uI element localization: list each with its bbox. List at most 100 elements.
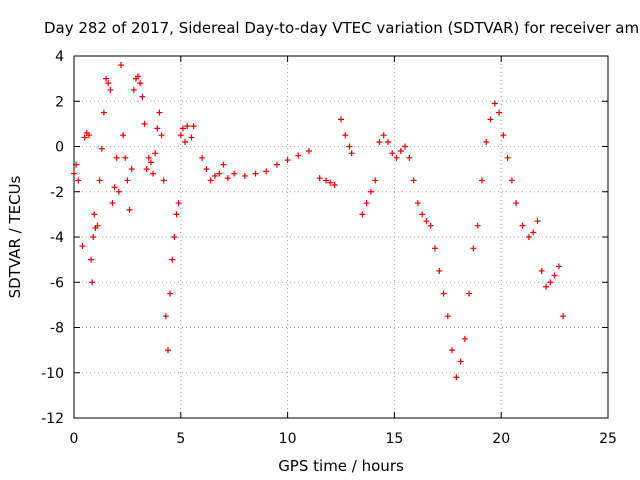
data-point — [211, 172, 218, 179]
data-point — [143, 166, 150, 173]
data-point — [171, 234, 178, 240]
data-point — [530, 229, 537, 236]
data-point — [551, 272, 558, 279]
data-point — [500, 132, 507, 139]
data-point — [423, 218, 430, 225]
data-point — [164, 347, 171, 354]
data-point — [115, 188, 122, 195]
data-point — [145, 154, 152, 161]
x-tick-label: 25 — [599, 431, 617, 447]
data-point — [126, 206, 133, 213]
data-point — [120, 132, 127, 139]
data-point — [534, 218, 541, 225]
data-point — [346, 143, 353, 150]
data-point — [555, 263, 562, 270]
data-point — [453, 374, 460, 381]
data-point — [152, 150, 159, 157]
data-point — [188, 134, 195, 141]
y-tick-label: -8 — [50, 321, 64, 337]
grid-lines — [74, 56, 608, 418]
data-point — [207, 177, 214, 184]
data-point — [160, 177, 167, 184]
data-point — [173, 211, 180, 218]
data-point — [461, 335, 468, 342]
x-tick-label: 20 — [492, 431, 510, 447]
data-point — [470, 245, 477, 252]
axis-ticks: 0 5 10 15 20 25 -12 -10 -8 -6 -4 -2 0 2 4 — [41, 49, 617, 447]
data-point — [81, 134, 88, 141]
data-point — [98, 145, 105, 152]
data-point — [105, 80, 112, 87]
data-point — [436, 267, 443, 274]
data-point — [128, 166, 135, 173]
data-point — [199, 154, 206, 161]
data-points — [71, 62, 567, 381]
data-point — [154, 125, 161, 132]
data-point — [491, 100, 498, 107]
data-point — [342, 132, 349, 139]
data-point — [457, 358, 464, 365]
y-tick-label: 2 — [55, 94, 64, 110]
x-axis-label: GPS time / hours — [278, 457, 404, 475]
x-tick-label: 15 — [385, 431, 403, 447]
data-point — [158, 132, 165, 139]
data-point — [348, 150, 355, 157]
chart-title: Day 282 of 2017, Sidereal Day-to-day VTE… — [44, 19, 640, 37]
data-point — [150, 170, 157, 177]
data-point — [182, 138, 189, 145]
data-point — [167, 290, 174, 297]
y-tick-label: -6 — [50, 275, 64, 291]
data-point — [367, 188, 374, 195]
data-point — [203, 166, 210, 173]
data-point — [122, 154, 129, 161]
data-point — [380, 132, 387, 139]
data-point — [393, 154, 400, 161]
y-tick-label: -2 — [50, 185, 64, 201]
data-point — [111, 184, 118, 191]
data-point — [474, 222, 481, 229]
data-point — [220, 161, 227, 168]
data-point — [397, 148, 404, 155]
data-point — [75, 177, 82, 184]
data-point — [224, 175, 231, 182]
y-axis-label: SDTVAR / TECUs — [6, 175, 24, 298]
data-point — [162, 313, 169, 320]
data-point — [139, 93, 146, 100]
data-point — [410, 177, 417, 184]
data-point — [419, 211, 426, 218]
data-point — [331, 181, 338, 188]
data-point — [389, 150, 396, 157]
data-point — [323, 177, 330, 184]
data-point — [216, 170, 223, 177]
data-point — [252, 170, 259, 177]
data-point — [543, 283, 550, 290]
data-point — [372, 177, 379, 184]
data-point — [94, 222, 101, 229]
data-point — [449, 347, 456, 354]
data-point — [130, 86, 137, 93]
data-point — [363, 200, 370, 207]
data-point — [273, 161, 280, 168]
data-point — [96, 177, 103, 184]
data-point — [179, 125, 186, 132]
data-point — [113, 154, 120, 161]
data-point — [241, 172, 248, 179]
x-tick-label: 5 — [176, 431, 185, 447]
data-point — [496, 109, 503, 116]
data-point — [137, 80, 144, 87]
data-point — [107, 86, 114, 93]
data-point — [231, 170, 238, 177]
data-point — [90, 234, 97, 240]
data-point — [305, 148, 312, 155]
data-point — [184, 123, 191, 130]
data-point — [177, 132, 184, 139]
data-point — [71, 170, 77, 177]
data-point — [519, 222, 526, 229]
data-point — [538, 267, 545, 274]
data-point — [263, 168, 270, 175]
data-point — [338, 116, 344, 123]
data-point — [109, 200, 116, 207]
y-tick-label: 4 — [55, 49, 64, 65]
data-point — [478, 177, 485, 184]
y-tick-label: -12 — [41, 411, 64, 427]
